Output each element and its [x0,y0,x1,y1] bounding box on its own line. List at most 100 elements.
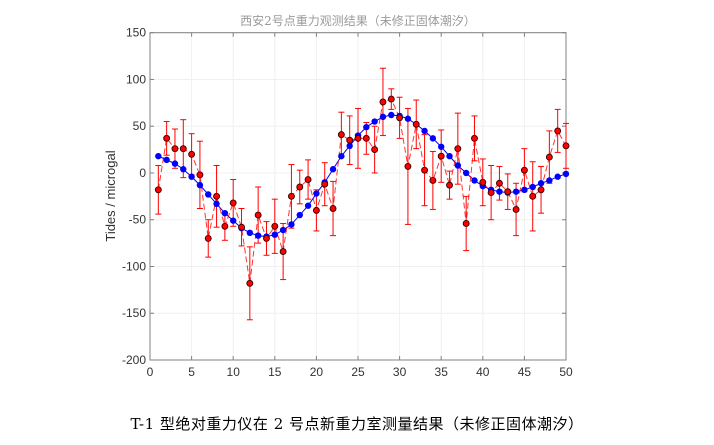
measured-point [204,234,212,242]
y-tick-label: 100 [126,72,146,86]
measured-point [287,192,295,200]
tide-point [329,166,337,173]
measured-point [171,145,179,153]
measured-point [429,177,437,184]
tide-point [230,217,237,224]
y-tick-label: -50 [129,213,147,227]
tide-point [363,123,370,131]
y-tick-label: -150 [122,306,146,320]
measured-point [179,145,187,153]
measured-point [504,188,512,196]
measured-point [520,166,528,174]
x-tick-label: 20 [310,365,324,379]
tide-point [271,231,278,238]
tide-point [438,143,445,150]
measured-point [387,95,395,103]
tide-point [279,226,287,234]
x-tick-label: 35 [435,365,449,379]
tide-point [454,162,462,169]
tide-point [296,211,303,219]
measured-point [188,150,196,158]
measured-point [221,222,229,230]
tide-point [388,111,395,119]
tide-point [346,142,353,150]
y-tick-label: 50 [133,119,147,133]
tide-point [163,156,170,164]
tide-point [213,200,220,208]
tide-point [379,113,387,121]
measured-point [246,279,254,287]
x-tick-label: 30 [393,365,407,379]
x-tick-label: 15 [268,365,282,379]
y-tick-label: -200 [122,353,146,367]
tide-line [158,114,567,238]
x-tick-label: 10 [227,365,241,379]
measured-point [404,162,412,170]
tide-point [196,181,204,189]
y-tick-label: 0 [139,166,146,180]
x-tick-label: 5 [188,365,195,379]
tide-point [529,183,536,191]
measured-point [321,180,329,188]
tide-point [371,118,378,125]
measured-point [279,248,287,255]
measured-point [562,142,570,150]
tide-point [254,232,262,239]
tide-point [562,170,570,178]
tide-point [188,173,195,180]
measured-point [454,145,462,153]
y-tick-label: 150 [126,26,146,40]
y-tick-label: -100 [122,259,146,273]
measured-point [229,199,237,207]
x-tick-label: 40 [476,365,490,379]
measured-point [421,166,429,174]
tide-point [304,202,312,209]
tide-point [521,186,528,194]
tide-point [338,152,345,160]
measured-point [371,146,379,154]
measured-point [462,220,470,227]
measured-point [529,192,537,200]
measured-point [337,131,345,139]
measured-point [263,234,270,242]
measured-point [545,153,553,161]
tide-point [205,191,212,198]
tide-point [421,127,428,135]
measured-point [196,171,204,179]
figure-caption: T-1 型绝对重力仪在 2 号点新重力室测量结果（未修正固体潮汐） [130,415,584,433]
x-tick-label: 50 [559,365,573,379]
measured-point [471,134,478,142]
tide-point [221,209,229,217]
grid [149,32,567,361]
measured-point [346,136,354,144]
x-tick-label: 45 [518,365,532,379]
measured-point [154,186,162,194]
measured-point [487,189,495,197]
axis-ticks: 0 5 10 15 20 25 30 35 40 45 50 -200 -150 -100 -50 0 50 10… [122,26,573,379]
measured-point [163,134,171,142]
measured-point [379,98,387,106]
tide-point [246,229,254,237]
measured-point [271,222,279,230]
tide-point [554,173,561,180]
measured-point [354,134,362,142]
tide-point [171,160,179,167]
measured-point [412,120,420,128]
chart-title: 西安2号点重力观测结果（未修正固体潮汐） [240,13,476,28]
measured-point [254,211,262,219]
measured-point [329,205,337,212]
tide-point [180,166,187,173]
tide-point [288,221,295,228]
measured-point [304,176,312,183]
tide-point [462,169,470,177]
measured-point [312,206,320,214]
tide-point [546,177,553,184]
measured-point [446,181,453,189]
measured-point [437,152,445,160]
x-tick-label: 25 [351,365,365,379]
measured-point [537,186,545,194]
measured-point [512,205,520,213]
tide-point [155,152,162,160]
tide-point [404,115,412,122]
tide-point [512,188,520,195]
